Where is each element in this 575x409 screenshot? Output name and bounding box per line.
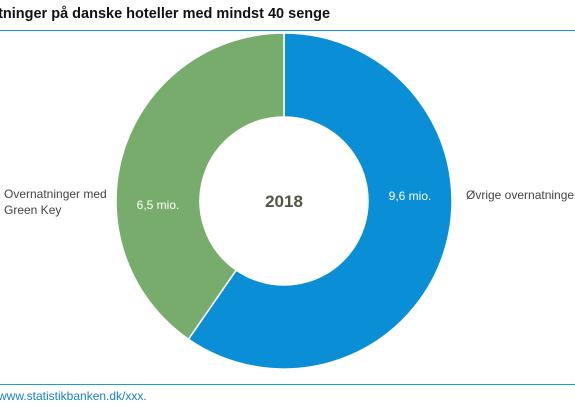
top-divider [0,30,575,31]
center-year-label: 2018 [265,192,303,211]
chart-title: atninger på danske hoteller med mindst 4… [0,6,331,22]
slice-category-label-ovrige: Øvrige overnatninger [466,188,575,202]
donut-slice-green-key [115,32,285,341]
slice-value-label-ovrige: 9,6 mio. [389,189,432,203]
source-link[interactable]: www.statistikbanken.dk/xxx. [0,389,147,403]
donut-slices [115,32,453,370]
slice-category-label-green-key: Overnatninger med Green Key [4,187,107,217]
bottom-divider [0,384,575,385]
donut-slice-ovrige [187,32,453,370]
slice-value-label-green-key: 6,5 mio. [137,198,180,212]
